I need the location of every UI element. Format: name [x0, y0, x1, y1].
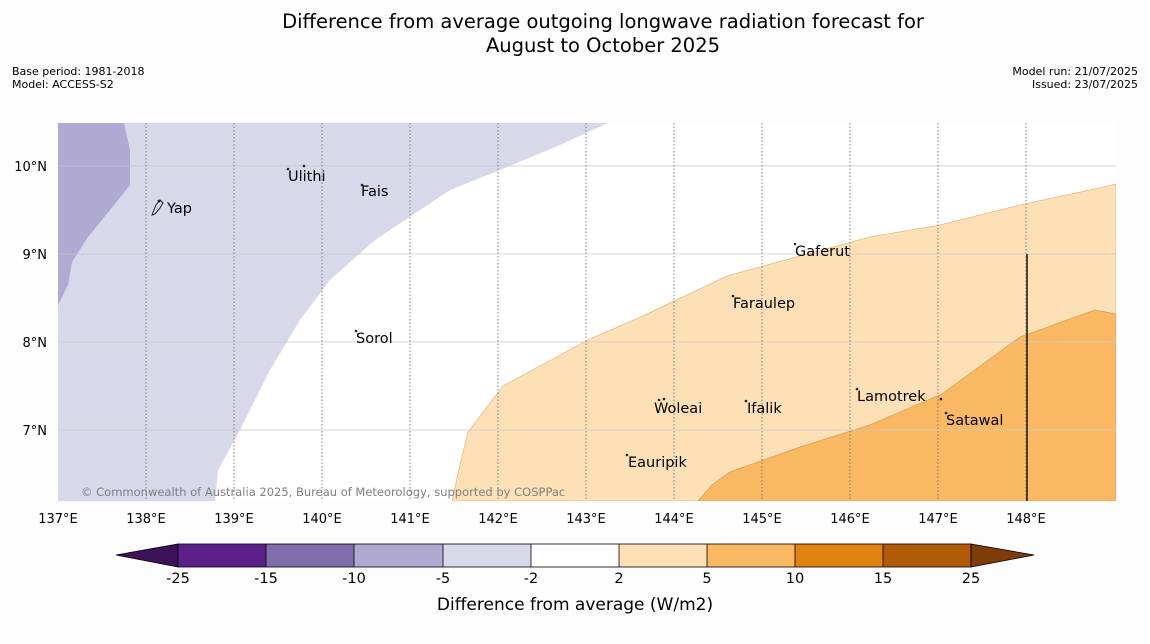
faraulep-marker: [731, 294, 735, 298]
colorbar-bin-6: [619, 544, 707, 567]
colorbar-extend-low: [115, 543, 179, 568]
colorbar: -25 -15 -10 -5 -2 2 5 10 15 25 Differenc…: [115, 543, 1035, 615]
region-minus-5-to-minus-10: [58, 123, 130, 305]
lon-label-144e: 144°E: [654, 512, 694, 527]
base-period-text: Base period: 1981-2018: [12, 65, 145, 78]
place-label-faraulep: Faraulep: [733, 296, 795, 312]
map-panel: Yap Ulithi Fais Sorol Gaferut Faraulep W…: [58, 123, 1116, 501]
lat-label-8n: 8°N: [23, 336, 48, 351]
colorbar-tick-label: 5: [702, 571, 711, 587]
longitude-labels: 137°E 138°E 139°E 140°E 141°E 142°E 143°…: [38, 512, 1046, 527]
lon-label-141e: 141°E: [390, 512, 430, 527]
place-label-yap: Yap: [166, 201, 192, 217]
colorbar-extend-high: [970, 543, 1035, 568]
colorbar-bin-4: [443, 544, 531, 567]
lon-label-142e: 142°E: [478, 512, 518, 527]
colorbar-tick-label: -15: [254, 571, 278, 587]
lon-label-137e: 137°E: [38, 512, 78, 527]
place-label-lamotrek: Lamotrek: [857, 389, 926, 405]
region-minus-2-to-minus-5: [58, 123, 608, 501]
ifalik-marker: [744, 399, 748, 403]
lon-label-143e: 143°E: [566, 512, 606, 527]
colorbar-dividers: [265, 544, 884, 567]
place-label-satawal: Satawal: [946, 413, 1003, 429]
lon-label-148e: 148°E: [1006, 512, 1046, 527]
title-line-2: August to October 2025: [485, 34, 721, 57]
colorbar-tick-label: 15: [874, 571, 892, 587]
colorbar-bin-2: [266, 544, 354, 567]
island-markers: [151, 164, 948, 457]
colorbar-bin-3: [354, 544, 443, 567]
region-plus-5-to-plus-10: [697, 309, 1116, 501]
gridlines: [58, 123, 1116, 501]
title-line-1: Difference from average outgoing longwav…: [282, 10, 924, 33]
place-label-fais: Fais: [361, 184, 388, 200]
copyright-text: © Commonwealth of Australia 2025, Bureau…: [81, 485, 565, 499]
lon-label-140e: 140°E: [302, 512, 342, 527]
place-label-gaferut: Gaferut: [795, 244, 850, 260]
colorbar-bin-5: [531, 544, 619, 567]
colorbar-tick-label: -2: [524, 571, 538, 587]
lon-label-147e: 147°E: [918, 512, 958, 527]
woleai-marker-2: [662, 397, 666, 401]
lat-label-10n: 10°N: [14, 160, 47, 175]
lon-label-145e: 145°E: [742, 512, 782, 527]
colorbar-bin-7: [707, 544, 795, 567]
eauripik-marker: [625, 453, 629, 457]
yap-island-shape: [151, 199, 164, 216]
place-label-eauripik: Eauripik: [628, 455, 687, 471]
gaferut-marker: [793, 242, 797, 246]
colorbar-label: Difference from average (W/m2): [437, 595, 713, 615]
colorbar-bin-9: [883, 544, 971, 567]
meta-left: Base period: 1981-2018 Model: ACCESS-S2: [12, 65, 144, 91]
sorol-marker: [354, 329, 358, 333]
colorbar-outline: [177, 543, 972, 568]
lon-label-138e: 138°E: [126, 512, 166, 527]
place-label-ifalik: Ifalik: [747, 401, 782, 417]
colorbar-tick-label: 2: [614, 571, 623, 587]
lamotrek-marker: [855, 387, 859, 391]
meta-right: Model run: 21/07/2025 Issued: 23/07/2025: [1012, 65, 1138, 91]
place-label-ulithi: Ulithi: [288, 169, 326, 185]
colorbar-tick-label: -10: [342, 571, 366, 587]
lat-label-9n: 9°N: [23, 248, 48, 263]
place-label-woleai: Woleai: [654, 401, 702, 417]
map-title: Difference from average outgoing longwav…: [0, 10, 1150, 58]
colorbar-tick-label: -25: [166, 571, 190, 587]
latitude-labels: 10°N 9°N 8°N 7°N: [14, 160, 47, 439]
colorbar-tick-label: 25: [962, 571, 980, 587]
ulithi-marker-2: [302, 164, 306, 168]
woleai-marker: [657, 398, 661, 402]
place-label-sorol: Sorol: [356, 331, 393, 347]
colorbar-ticks: -25 -15 -10 -5 -2 2 5 10 15 25: [166, 571, 980, 587]
ulithi-marker: [286, 167, 290, 171]
colorbar-bin-1: [178, 544, 266, 567]
satawal-marker: [944, 411, 948, 415]
lamotrek-marker-2: [939, 397, 943, 401]
issued-text: Issued: 23/07/2025: [1031, 78, 1138, 91]
place-labels: Yap Ulithi Fais Sorol Gaferut Faraulep W…: [166, 169, 1003, 471]
lat-label-7n: 7°N: [23, 424, 48, 439]
model-run-text: Model run: 21/07/2025: [1012, 65, 1138, 78]
colorbar-tick-label: -5: [436, 571, 450, 587]
yap-marker: [157, 199, 161, 203]
fais-marker: [360, 183, 364, 187]
colorbar-tick-label: 10: [786, 571, 804, 587]
colorbar-bin-8: [795, 544, 883, 567]
lon-label-146e: 146°E: [830, 512, 870, 527]
lon-label-139e: 139°E: [214, 512, 254, 527]
model-text: Model: ACCESS-S2: [12, 78, 114, 91]
